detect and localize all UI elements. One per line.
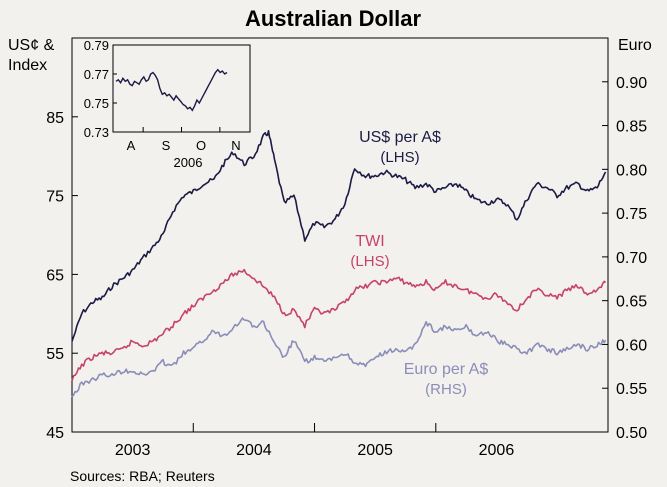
twi-label-line2: (LHS) xyxy=(350,253,389,270)
right-axis-label: Euro xyxy=(618,37,652,54)
inset-month-label: A xyxy=(127,138,136,153)
inset-tick-label: 0.77 xyxy=(84,67,109,82)
left-tick-labels: 45 55 65 75 85 xyxy=(46,110,78,442)
inset-month-label: N xyxy=(231,138,240,153)
inset-tick-label: 0.73 xyxy=(84,125,109,140)
year-label: 2004 xyxy=(236,442,272,459)
right-tick-label: 0.65 xyxy=(616,294,647,311)
inset-tick-label: 0.79 xyxy=(84,38,109,53)
euro-label-line1: Euro per A$ xyxy=(404,361,489,378)
usd-label-line2: (LHS) xyxy=(380,149,419,166)
twi-label-line1: TWI xyxy=(355,233,384,250)
inset-month-label: S xyxy=(162,138,171,153)
usd-label-line1: US$ per A$ xyxy=(359,129,441,146)
inset-line xyxy=(115,68,228,112)
left-tick-label: 85 xyxy=(46,110,64,127)
right-tick-label: 0.80 xyxy=(616,162,647,179)
inset-line-group xyxy=(115,68,228,112)
year-label: 2005 xyxy=(357,442,393,459)
right-tick-label: 0.90 xyxy=(616,75,647,92)
series-line-2 xyxy=(71,317,607,398)
left-tick-label: 55 xyxy=(46,346,64,363)
right-tick-labels: 0.50 0.55 0.60 0.65 0.70 0.75 0.80 0.85 0.90 xyxy=(602,75,647,442)
inset-month-label: O xyxy=(196,138,206,153)
series-line-0 xyxy=(71,130,607,342)
right-tick-label: 0.55 xyxy=(616,381,647,398)
left-axis-label-line2: Index xyxy=(8,57,47,74)
left-tick-label: 75 xyxy=(46,189,64,206)
left-tick-label: 45 xyxy=(46,425,64,442)
right-tick-label: 0.75 xyxy=(616,206,647,223)
right-tick-label: 0.85 xyxy=(616,119,647,136)
inset-tick-label: 0.75 xyxy=(84,96,109,111)
inset-frame xyxy=(112,44,251,133)
year-labels: 2003 2004 2005 2006 xyxy=(115,442,514,459)
source-note: Sources: RBA; Reuters xyxy=(70,468,215,484)
series-lines xyxy=(71,130,607,398)
left-tick-label: 65 xyxy=(46,267,64,284)
chart-title: Australian Dollar xyxy=(245,6,421,31)
euro-label-line2: (RHS) xyxy=(425,381,467,398)
inset-tick-labels: 0.79 0.77 0.75 0.73 xyxy=(84,38,117,140)
year-label: 2003 xyxy=(115,442,151,459)
inset-year-label: 2006 xyxy=(174,155,203,170)
series-line-1 xyxy=(71,268,607,382)
inset-chart: 0.79 0.77 0.75 0.73 A S O N 2006 xyxy=(84,38,251,170)
left-axis-label-line1: US¢ & xyxy=(8,37,55,54)
right-tick-label: 0.60 xyxy=(616,337,647,354)
year-label: 2006 xyxy=(479,442,515,459)
year-separators xyxy=(192,423,437,432)
right-tick-label: 0.70 xyxy=(616,250,647,267)
right-tick-label: 0.50 xyxy=(616,425,647,442)
